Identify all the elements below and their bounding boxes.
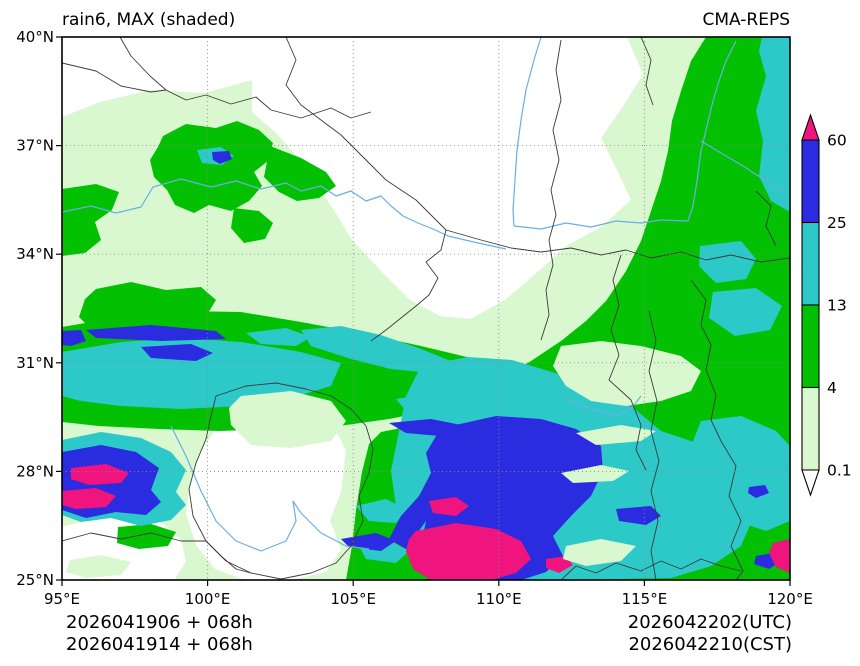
x-tick-label: 105°E [330, 590, 376, 608]
province-boundaries [62, 37, 790, 580]
precip-region-c [301, 326, 451, 373]
colorbar-label: 0.1 [827, 462, 852, 480]
province-boundary [119, 37, 372, 119]
precip-region-m [406, 523, 531, 580]
precip-region-w [62, 37, 252, 117]
river-line [687, 40, 737, 222]
precip-region-c [62, 338, 341, 409]
province-boundary [720, 440, 744, 580]
valid-time-utc: 2026042202(UTC) [628, 612, 792, 633]
precip-region-m [546, 556, 573, 573]
x-tick-label: 95°E [44, 590, 80, 608]
precip-region-w [252, 37, 643, 319]
province-boundary [608, 254, 647, 471]
precip-region-m [769, 539, 790, 573]
map-border [61, 36, 791, 581]
province-boundary [755, 190, 777, 247]
colorbar: 60 25 13 4 0.1 [801, 113, 852, 497]
precip-region-c [709, 288, 782, 336]
precip-region-g [231, 208, 273, 243]
gridlines [62, 37, 790, 580]
precip-region-b [141, 344, 213, 361]
colorbar-segment [801, 221, 820, 306]
y-tick-label: 31°N [16, 354, 54, 372]
province-boundary [560, 558, 742, 580]
precip-region-c [756, 37, 790, 212]
precip-region-g [62, 184, 119, 256]
colorbar-segment [801, 304, 820, 389]
init-run-line-2: 2026041914 + 068h [66, 634, 253, 655]
precip-region-c [356, 499, 406, 523]
province-boundary [62, 532, 252, 574]
river-line [700, 140, 784, 192]
province-boundary [188, 382, 374, 580]
x-tick-label: 115°E [622, 590, 668, 608]
province-boundary [648, 310, 660, 580]
precip-region-m [71, 464, 129, 485]
river-line [62, 178, 507, 250]
colorbar-label: 25 [827, 214, 847, 232]
precip-region-b [62, 330, 86, 346]
precip-region-lg [561, 465, 629, 483]
plot-title-left: rain6, MAX (shaded) [62, 10, 235, 30]
y-tick-label: 34°N [16, 245, 54, 263]
precip-region-lg [563, 539, 636, 566]
precip-region-w [186, 414, 346, 580]
x-tick-label: 120°E [767, 590, 813, 608]
province-boundary [640, 37, 654, 106]
precip-region-b [212, 151, 232, 164]
plot-frame [61, 36, 791, 581]
precip-region-m [62, 488, 116, 509]
colorbar-label: 60 [827, 132, 847, 150]
valid-time-cst: 2026042210(CST) [628, 634, 792, 655]
precip-region-lg [553, 341, 701, 406]
y-tick-label: 28°N [16, 462, 54, 480]
colorbar-over-arrow [801, 113, 820, 141]
province-boundary [285, 37, 447, 342]
init-run-line-1: 2026041906 + 068h [66, 612, 253, 633]
colorbar-segment [801, 139, 820, 224]
plot-title-right: CMA-REPS [702, 10, 790, 30]
colorbar-label: 4 [827, 379, 837, 397]
river-line [565, 395, 642, 417]
precip-region-b [748, 485, 769, 498]
precip-region-c [246, 328, 311, 346]
x-tick-label: 110°E [476, 590, 522, 608]
precip-region-lg [576, 425, 656, 445]
precip-region-g [117, 524, 176, 549]
precip-region-b [616, 506, 661, 525]
axis-ticks [56, 36, 791, 586]
precip-region-c [691, 416, 790, 531]
province-boundary [445, 229, 790, 263]
river-line [512, 37, 689, 230]
y-tick-label: 37°N [16, 137, 54, 155]
precip-region-g [150, 121, 273, 213]
precip-region-b [86, 325, 226, 341]
y-tick-label: 40°N [16, 28, 54, 46]
province-boundary [690, 279, 722, 442]
river-lines [62, 37, 784, 552]
axis-tick-labels: 95°E 100°E 105°E 110°E 115°E 120°E 25°N 28°N 31°… [16, 28, 813, 608]
precip-region-c [396, 393, 456, 413]
precip-region-lg [229, 391, 346, 448]
precip-region-lg [66, 555, 131, 578]
province-boundary [540, 39, 562, 341]
colorbar-under-arrow [801, 469, 820, 497]
x-tick-label: 100°E [185, 590, 231, 608]
y-tick-label: 25°N [16, 571, 54, 589]
river-line [170, 425, 370, 552]
province-boundary [62, 62, 167, 93]
colorbar-label: 13 [827, 297, 847, 315]
precip-region-m [429, 497, 469, 516]
precip-region-c [699, 241, 756, 283]
precip-shading [62, 37, 790, 580]
colorbar-segment [801, 386, 820, 471]
